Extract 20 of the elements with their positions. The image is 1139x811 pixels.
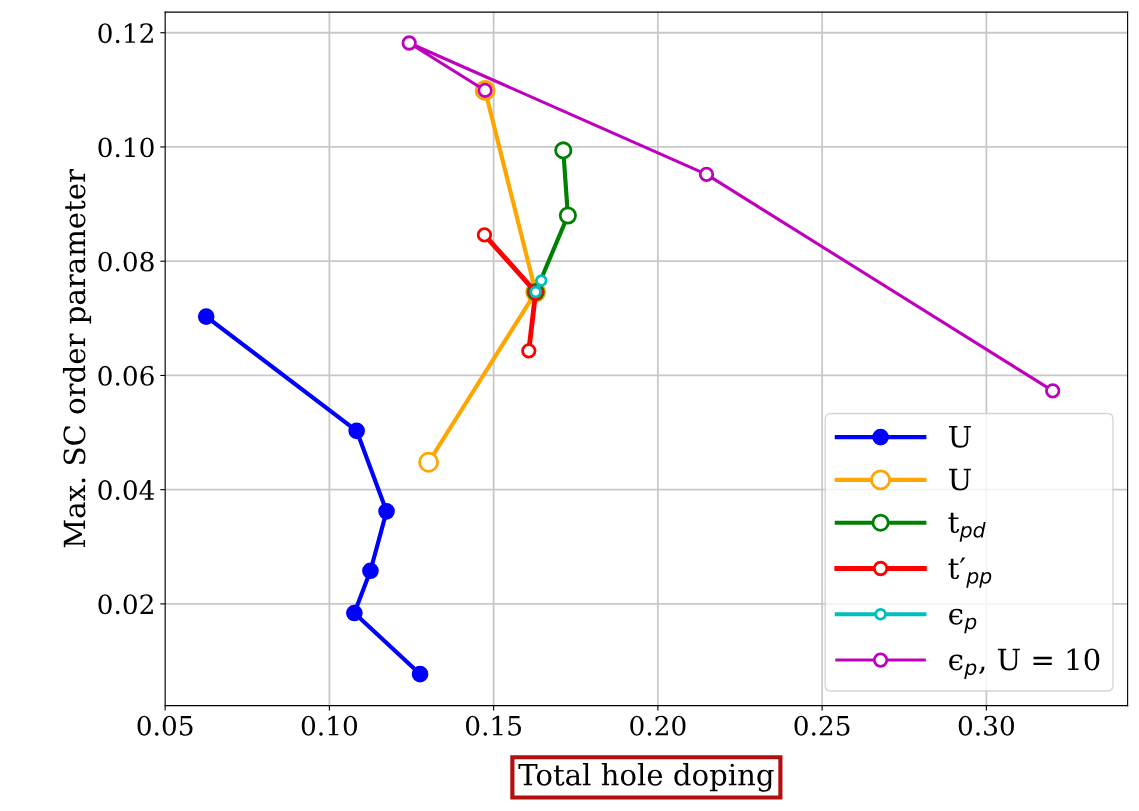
y-tick-label: 0.02 [98, 594, 153, 615]
x-tick-label: 0.10 [301, 715, 358, 736]
legend-label: t$_{pd}$ [948, 512, 986, 542]
legend-label: ϵ$_{p}$ [949, 608, 977, 634]
legend-label: U [949, 426, 971, 448]
legend-label: t′$_{pp}$ [948, 557, 992, 588]
x-tick-label: 0.15 [466, 715, 521, 736]
y-tick-label: 0.12 [98, 23, 153, 44]
x-tick-label: 0.25 [794, 715, 850, 736]
x-axis-title: Total hole doping [518, 763, 774, 792]
x-tick-label: 0.20 [630, 715, 686, 736]
y-tick-label: 0.10 [98, 137, 154, 158]
x-tick-label: 0.05 [137, 715, 193, 736]
y-tick-label: 0.04 [98, 480, 155, 501]
y-tick-label: 0.06 [98, 365, 154, 386]
y-axis-title: Max. SC order parameter [62, 169, 92, 548]
y-tick-label: 0.08 [98, 251, 154, 272]
legend-label: U [949, 468, 971, 491]
legend-label: ϵ$_{p}$, U = 10 [949, 648, 1100, 680]
x-tick-label: 0.30 [958, 715, 1014, 736]
